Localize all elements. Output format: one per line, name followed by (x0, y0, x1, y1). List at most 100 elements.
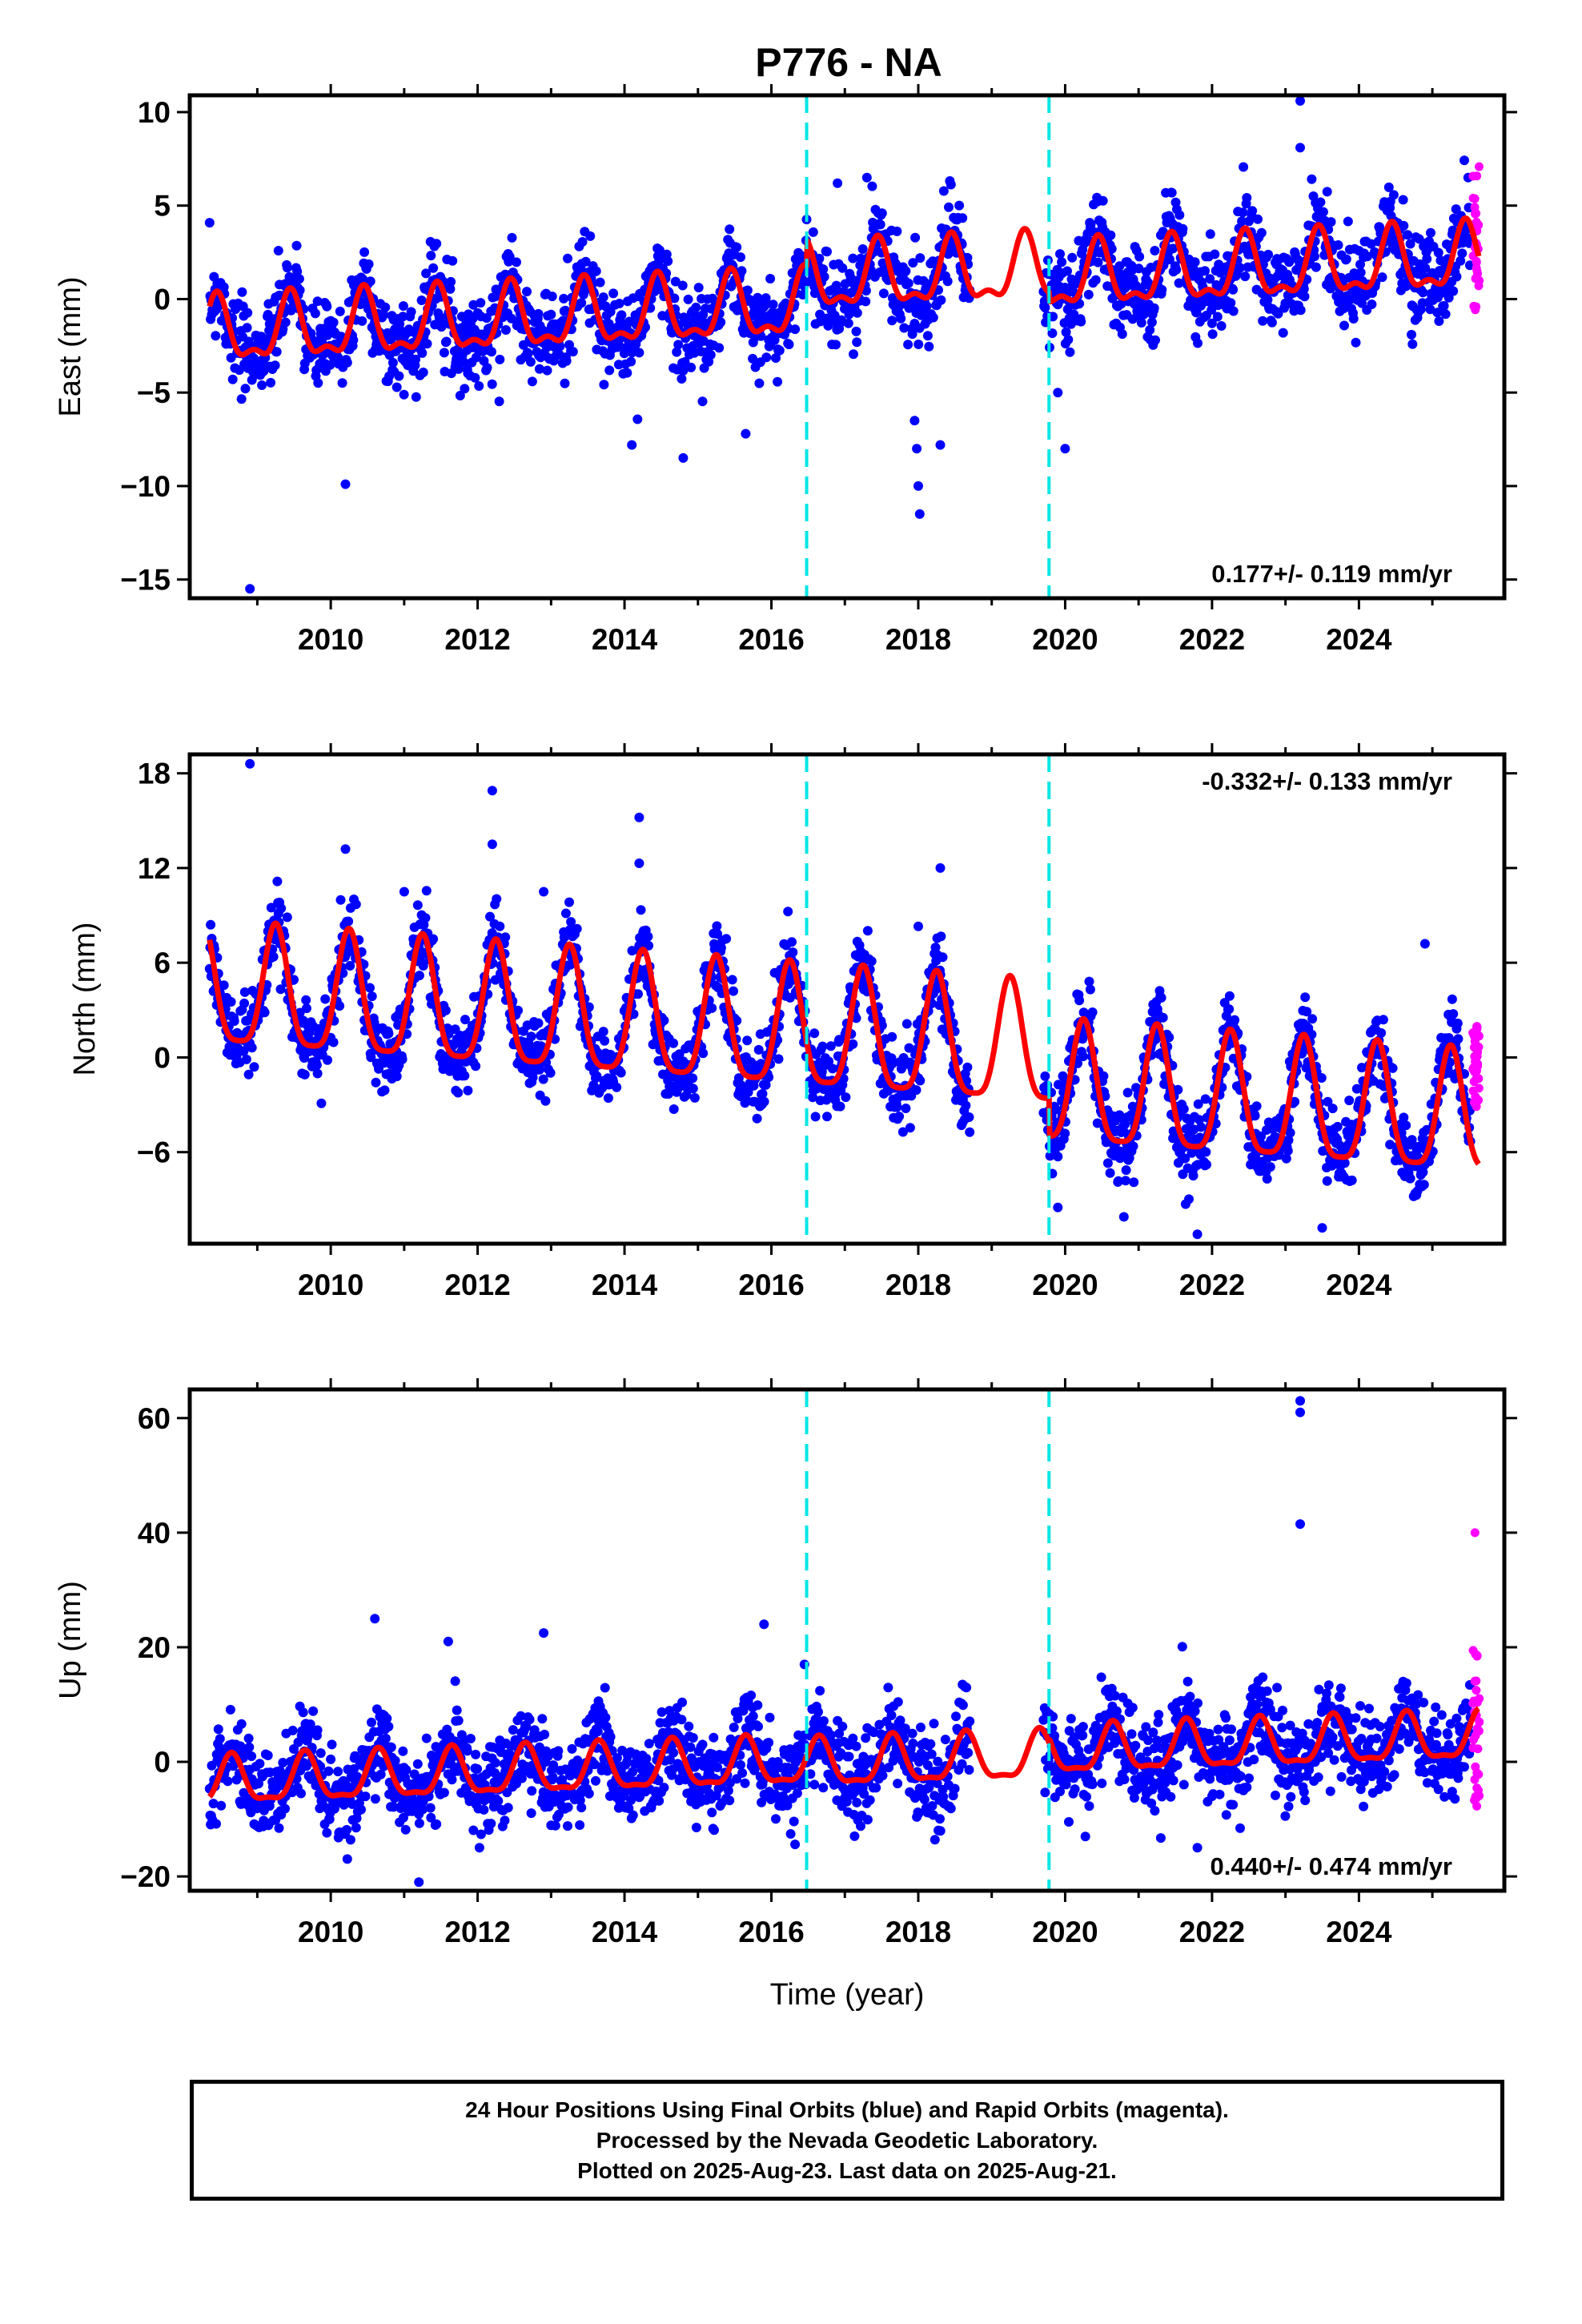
data-point (1401, 1120, 1411, 1131)
data-point (1322, 1176, 1332, 1186)
data-point (1093, 257, 1103, 267)
panels-group: 2010 2012 2014 2016 2018 2020 2022 2024−15−10−5… (54, 84, 1517, 1948)
data-point (1090, 275, 1101, 285)
data-point (1405, 1173, 1415, 1184)
data-point (688, 1073, 698, 1084)
data-point (915, 253, 926, 263)
data-point (1378, 1015, 1388, 1025)
data-point (534, 1064, 544, 1075)
model-curve-east (207, 215, 1482, 358)
data-point (474, 381, 484, 391)
data-point (835, 1101, 845, 1112)
data-point (1388, 190, 1399, 200)
rapid-point (1472, 256, 1481, 266)
data-point (215, 1734, 225, 1744)
data-point (1098, 195, 1108, 206)
data-point (1262, 1174, 1272, 1184)
data-point (247, 1751, 257, 1761)
data-point (1283, 1146, 1293, 1156)
data-point (669, 1104, 679, 1114)
data-point (500, 932, 511, 943)
data-point (382, 1713, 392, 1723)
data-point (242, 323, 252, 333)
data-point (243, 1733, 254, 1743)
data-point (892, 226, 902, 236)
data-point (783, 907, 793, 917)
data-point (565, 959, 576, 970)
data-point (1076, 316, 1086, 327)
data-point (1322, 187, 1332, 197)
data-point (1253, 214, 1263, 224)
data-point (727, 975, 737, 985)
data-point (328, 1037, 339, 1047)
data-point (1348, 314, 1359, 324)
data-point (788, 947, 798, 958)
data-point (394, 371, 404, 381)
data-point (1102, 1158, 1113, 1168)
data-point (418, 961, 428, 971)
y-tick-label: 0 (154, 283, 171, 316)
data-point (1122, 1088, 1133, 1098)
rapid-point (1470, 1051, 1480, 1061)
data-point (946, 179, 956, 190)
data-point (1327, 1104, 1338, 1114)
data-point (707, 1003, 717, 1013)
data-point (1157, 284, 1167, 295)
data-point (814, 253, 825, 263)
data-point (282, 263, 292, 273)
data-point (351, 1823, 361, 1833)
data-point (441, 336, 452, 347)
data-point (1149, 303, 1159, 313)
data-point (1307, 174, 1317, 184)
data-point (226, 997, 236, 1007)
data-point (1344, 1096, 1355, 1106)
outlier-point (913, 480, 923, 491)
data-point (1315, 197, 1326, 207)
data-point (487, 347, 496, 357)
data-point (412, 900, 423, 911)
data-point (1383, 182, 1394, 192)
data-point (836, 315, 846, 325)
data-point (555, 341, 565, 352)
data-point (527, 376, 537, 387)
data-point (1106, 230, 1116, 240)
data-point (688, 1084, 698, 1094)
data-point (595, 277, 605, 287)
data-point (841, 1092, 851, 1103)
data-point (559, 293, 569, 304)
data-point (327, 1739, 337, 1750)
data-point (1158, 1012, 1168, 1023)
data-point (670, 276, 681, 287)
data-point (204, 218, 215, 228)
data-point (1158, 227, 1168, 237)
data-point (1062, 266, 1072, 276)
data-point (848, 253, 858, 263)
data-point (363, 259, 374, 269)
data-point (1309, 251, 1319, 262)
data-point (787, 937, 797, 947)
data-point (500, 325, 511, 335)
outlier-point (245, 584, 255, 594)
data-point (908, 258, 918, 268)
data-point (241, 1054, 251, 1064)
data-point (282, 912, 292, 923)
outlier-point (909, 416, 920, 426)
data-point (422, 339, 432, 349)
data-point (432, 1819, 442, 1829)
data-point (513, 1005, 523, 1015)
plot-area-up (204, 1396, 1484, 1888)
outlier-point (935, 440, 946, 450)
data-point (849, 349, 858, 360)
data-point (878, 288, 889, 299)
data-point (1120, 1176, 1130, 1186)
data-point (418, 368, 428, 377)
data-point (1237, 216, 1247, 227)
data-point (425, 1803, 436, 1813)
data-point (236, 1719, 247, 1729)
data-point (857, 244, 868, 254)
outlier-point (627, 440, 637, 450)
data-point (525, 356, 536, 367)
x-tick-label: 2020 (1032, 623, 1098, 656)
data-point (1063, 335, 1074, 345)
panel-frame-east (187, 93, 1507, 601)
